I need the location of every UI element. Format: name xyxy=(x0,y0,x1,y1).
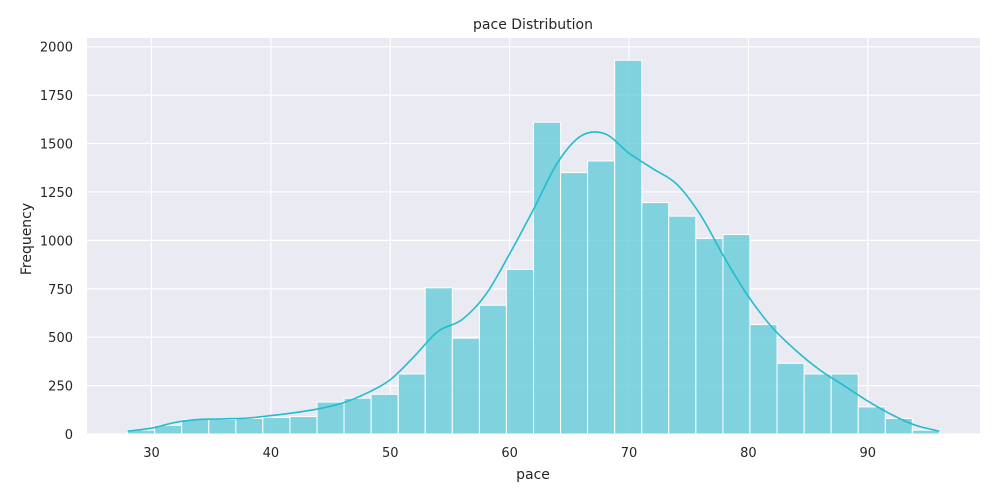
y-axis-label: Frequency xyxy=(19,203,35,275)
x-tick-label: 30 xyxy=(143,446,160,461)
y-tick-label: 1500 xyxy=(40,138,73,153)
histogram-bar xyxy=(533,121,562,435)
x-tick-label: 50 xyxy=(382,446,399,461)
chart-title: pace Distribution xyxy=(473,17,593,33)
histogram-bar xyxy=(695,237,724,435)
histogram-bars xyxy=(127,59,940,435)
histogram-bar xyxy=(208,418,237,435)
histogram-bar xyxy=(343,397,372,435)
y-tick-label: 2000 xyxy=(40,41,73,56)
histogram-bar xyxy=(478,304,507,435)
histogram-bar xyxy=(289,416,318,435)
histogram-bar xyxy=(884,418,913,435)
histogram-bar xyxy=(505,268,534,435)
histogram-bar xyxy=(830,373,859,435)
y-tick-label: 1000 xyxy=(40,234,73,249)
x-tick-labels: 30 40 50 60 70 80 90 xyxy=(143,446,876,461)
x-tick-label: 70 xyxy=(621,446,638,461)
x-tick-label: 40 xyxy=(263,446,280,461)
y-tick-label: 0 xyxy=(65,428,73,443)
histogram-bar xyxy=(776,362,805,435)
histogram-bar xyxy=(397,373,426,435)
histogram-bar xyxy=(749,324,778,435)
histogram-bar xyxy=(370,393,399,435)
histogram-bar xyxy=(668,215,697,435)
histogram-bar xyxy=(911,429,940,435)
kde-curve xyxy=(127,131,940,432)
histogram-bar xyxy=(451,337,480,435)
histogram-bar xyxy=(424,287,453,435)
histogram-bar xyxy=(857,406,886,435)
y-tick-label: 250 xyxy=(48,380,73,395)
y-tick-label: 1750 xyxy=(40,89,73,104)
y-tick-labels: 0 250 500 750 1000 1250 1500 1750 2000 xyxy=(40,41,73,443)
histogram-bar xyxy=(722,234,751,435)
histogram-bar xyxy=(560,172,589,435)
y-tick-label: 750 xyxy=(48,283,73,298)
histogram-bar xyxy=(235,418,264,435)
histogram-bar xyxy=(587,160,616,435)
y-tick-label: 500 xyxy=(48,331,73,346)
x-tick-label: 60 xyxy=(501,446,518,461)
histogram-bar xyxy=(641,202,670,435)
x-tick-label: 80 xyxy=(740,446,757,461)
histogram-bar xyxy=(614,59,643,435)
histogram-bar xyxy=(262,417,291,435)
histogram-bar xyxy=(181,418,210,435)
y-tick-label: 1250 xyxy=(40,186,73,201)
x-axis-label: pace xyxy=(516,467,550,483)
histogram-bar xyxy=(803,373,832,435)
x-tick-label: 90 xyxy=(860,446,877,461)
